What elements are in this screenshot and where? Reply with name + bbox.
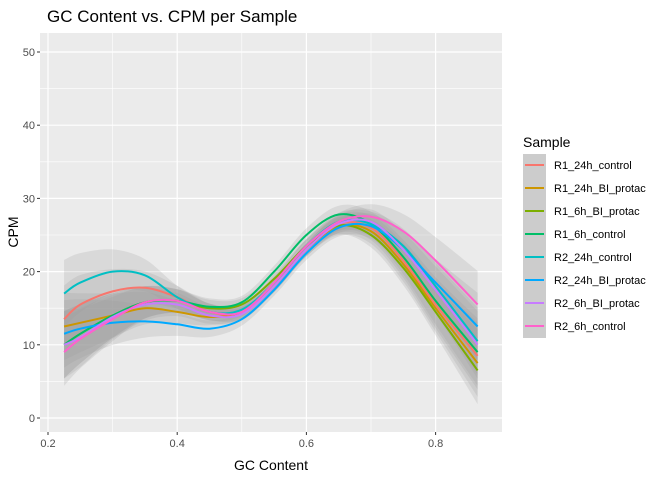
y-tick-label: 30 xyxy=(23,193,35,205)
x-tick-label: 0.4 xyxy=(170,438,185,450)
legend-keys: R1_24h_control R1_24h_BI_protac R1_6h_BI_p… xyxy=(523,154,646,338)
series-line xyxy=(63,215,479,353)
x-tick-label: 0.2 xyxy=(40,438,55,450)
x-tick-label: 0.6 xyxy=(299,438,314,450)
legend-label: R1_24h_control xyxy=(554,160,632,172)
confidence-band xyxy=(64,204,478,386)
y-tick-label: 10 xyxy=(23,340,35,352)
y-axis-title: CPM xyxy=(5,216,21,247)
y-axis-ticks: 0 10 20 30 40 50 xyxy=(23,47,40,425)
legend-item: R1_24h_control xyxy=(523,154,632,177)
chart-title: GC Content vs. CPM per Sample xyxy=(47,7,297,26)
series-line xyxy=(63,213,479,353)
x-tick-label: 0.8 xyxy=(428,438,443,450)
confidence-band xyxy=(64,214,478,397)
legend-label: R1_24h_BI_protac xyxy=(554,183,646,195)
x-axis-title: GC Content xyxy=(234,457,308,473)
legend-label: R2_24h_control xyxy=(554,252,632,264)
series-line xyxy=(63,218,479,346)
series-lines xyxy=(63,213,479,371)
legend-item: R2_6h_BI_protac xyxy=(523,292,640,315)
legend-item: R2_24h_BI_protac xyxy=(523,269,646,292)
plot-panel xyxy=(40,33,502,432)
legend-label: R2_24h_BI_protac xyxy=(554,275,646,287)
legend-label: R2_6h_BI_protac xyxy=(554,298,640,310)
y-tick-label: 20 xyxy=(23,267,35,279)
legend-item: R1_6h_BI_protac xyxy=(523,200,640,223)
legend-item: R2_6h_control xyxy=(523,315,626,338)
legend-label: R1_6h_control xyxy=(554,229,626,241)
y-tick-label: 0 xyxy=(29,413,35,425)
confidence-band xyxy=(64,204,478,386)
y-tick-label: 40 xyxy=(23,120,35,132)
legend-item: R1_6h_control xyxy=(523,223,626,246)
legend-label: R2_6h_control xyxy=(554,321,626,333)
y-tick-label: 50 xyxy=(23,47,35,59)
confidence-band xyxy=(64,215,478,405)
legend-title: Sample xyxy=(523,134,571,150)
grid-major xyxy=(40,33,502,432)
x-axis-ticks: 0.2 0.4 0.6 0.8 xyxy=(40,432,443,450)
confidence-band xyxy=(64,211,478,390)
grid-minor xyxy=(40,33,502,432)
legend-item: R2_24h_control xyxy=(523,246,632,269)
legend: Sample R1_24h_controlR1_24h_BI_protacR1_… xyxy=(523,134,646,338)
legend-item: R1_24h_BI_protac xyxy=(523,177,646,200)
legend-label: R1_6h_BI_protac xyxy=(554,206,640,218)
